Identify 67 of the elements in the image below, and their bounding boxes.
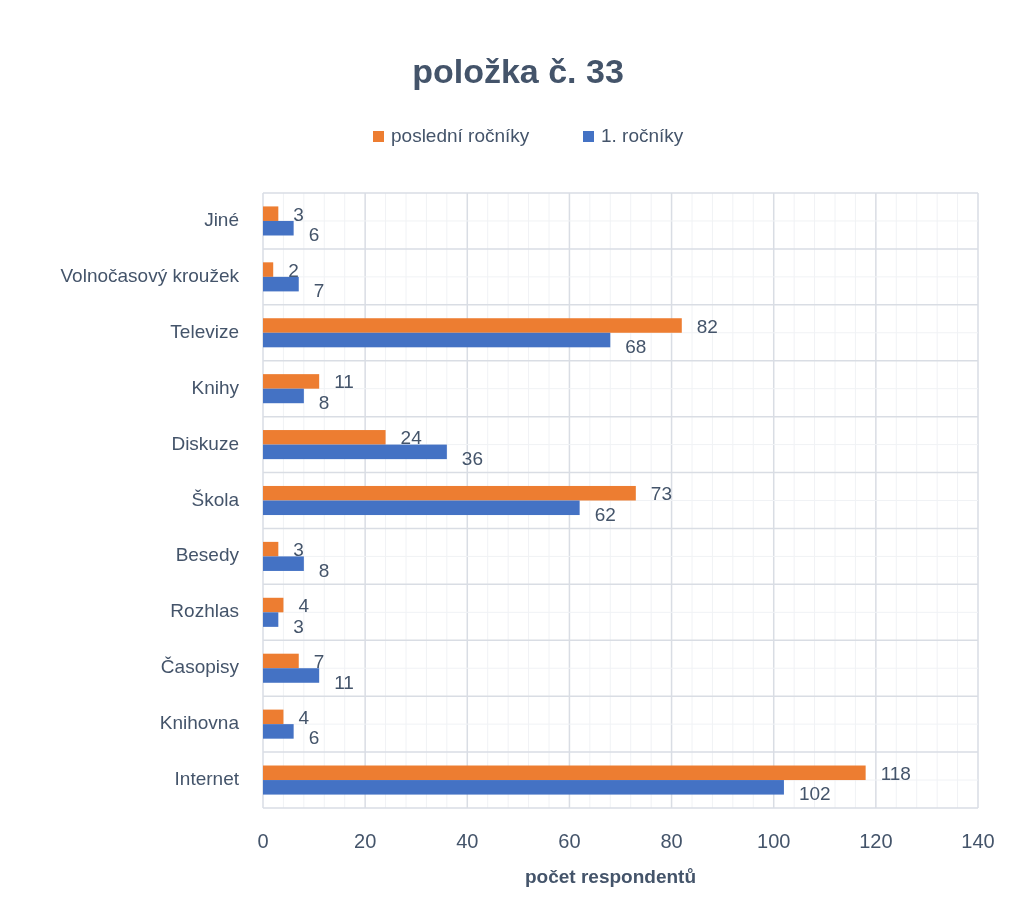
data-label: 6 — [308, 224, 320, 246]
y-tick-label: Televize — [170, 320, 239, 342]
bar — [263, 374, 320, 389]
data-label: 7 — [313, 650, 325, 672]
bar — [263, 388, 304, 404]
legend-label: poslední ročníky — [391, 125, 530, 147]
data-label: 8 — [318, 559, 330, 581]
data-label: 3 — [293, 539, 304, 561]
bar — [263, 332, 611, 348]
bar — [263, 556, 304, 571]
bar — [263, 485, 636, 501]
bar — [263, 500, 580, 516]
data-label: 6 — [308, 727, 320, 749]
data-label: 8 — [318, 391, 330, 413]
bar — [263, 653, 299, 669]
data-label: 4 — [298, 706, 310, 728]
y-tick-label: Volnočasový kroužek — [60, 264, 240, 286]
bar — [263, 430, 386, 445]
y-tick-label: Internet — [174, 768, 240, 790]
data-label: 62 — [594, 503, 616, 525]
chart-title: položka č. 33 — [412, 52, 624, 90]
bar — [263, 262, 274, 277]
bar — [263, 276, 299, 292]
data-label: 7 — [313, 280, 325, 302]
bar — [263, 541, 279, 557]
x-tick-label: 120 — [859, 830, 893, 852]
data-label: 118 — [880, 762, 911, 784]
bar — [263, 318, 682, 333]
bar — [263, 444, 447, 460]
data-label: 68 — [625, 336, 647, 358]
data-label: 2 — [288, 259, 299, 281]
bar — [263, 220, 294, 236]
x-axis-title: počet respondentů — [524, 866, 697, 887]
data-label: 3 — [293, 203, 304, 225]
y-tick-label: Knihy — [191, 376, 240, 398]
y-tick-label: Diskuze — [171, 432, 239, 454]
x-tick-label: 60 — [558, 830, 581, 852]
y-tick-label: Knihovna — [159, 712, 240, 734]
bar — [263, 612, 279, 627]
y-tick-label: Rozhlas — [170, 600, 239, 622]
data-label: 11 — [334, 671, 354, 693]
data-label: 3 — [293, 615, 304, 637]
bar — [263, 765, 866, 781]
x-tick-label: 0 — [257, 830, 269, 852]
data-label: 36 — [461, 447, 483, 469]
x-tick-label: 140 — [961, 830, 995, 852]
bar — [263, 709, 284, 725]
data-label: 102 — [798, 783, 831, 805]
data-label: 73 — [650, 483, 672, 505]
y-tick-label: Jiné — [204, 208, 239, 230]
x-tick-label: 80 — [660, 830, 683, 852]
bar — [263, 668, 320, 683]
data-label: 82 — [696, 315, 718, 337]
bar — [263, 206, 279, 221]
legend-label: 1. ročníky — [601, 125, 684, 147]
y-tick-label: Časopisy — [160, 656, 240, 678]
bar — [263, 597, 284, 613]
y-tick-label: Besedy — [175, 544, 240, 566]
bar — [263, 780, 784, 795]
data-label: 24 — [400, 427, 423, 449]
x-tick-label: 100 — [757, 830, 791, 852]
x-tick-label: 40 — [456, 830, 479, 852]
data-label: 11 — [334, 371, 354, 393]
x-tick-label: 20 — [354, 830, 377, 852]
data-label: 4 — [298, 595, 310, 617]
bar — [263, 724, 294, 739]
y-tick-label: Škola — [191, 488, 240, 510]
